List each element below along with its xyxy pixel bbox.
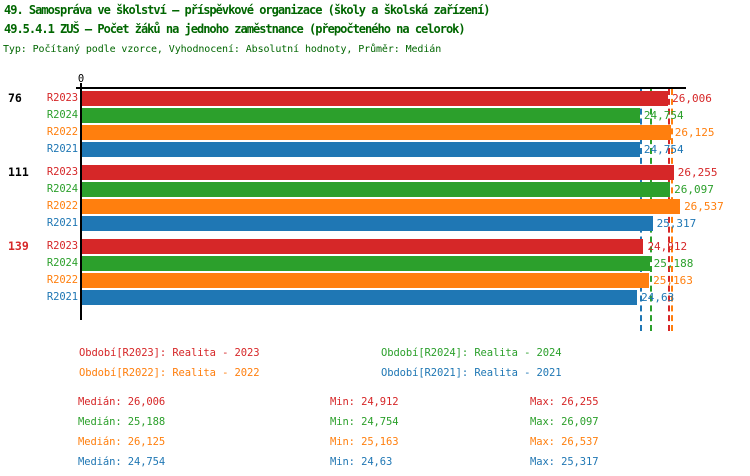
bar-r2024-group-76 bbox=[82, 108, 640, 123]
bar-value-label: 26,537 bbox=[684, 200, 724, 213]
bar-r2024-group-111 bbox=[82, 182, 671, 197]
bar-value-label: 24,754 bbox=[643, 109, 684, 122]
y-axis-line bbox=[80, 83, 82, 320]
page-title: 49. Samospráva ve školství – příspěvkové… bbox=[4, 3, 491, 17]
group-label-139: 139 bbox=[8, 239, 29, 253]
x-axis-zero-tick-label: 0 bbox=[77, 73, 85, 85]
bar-series-label-r2023: R2023 bbox=[46, 240, 78, 252]
legend-item-r2021: Období[R2021]: Realita - 2021 bbox=[381, 367, 562, 379]
bar-r2023-group-111 bbox=[82, 165, 674, 180]
bar-series-label-r2024: R2024 bbox=[46, 183, 78, 195]
bar-series-label-r2022: R2022 bbox=[46, 200, 78, 212]
bar-series-label-r2022: R2022 bbox=[46, 274, 78, 286]
bar-value-label: 25,188 bbox=[653, 257, 694, 270]
bar-value-label: 25,317 bbox=[656, 217, 697, 230]
chart-title: 49.5.4.1 ZUŠ – Počet žáků na jednoho zam… bbox=[4, 22, 466, 36]
bar-r2021-group-139 bbox=[82, 290, 638, 305]
bar-series-label-r2023: R2023 bbox=[46, 92, 78, 104]
stat-max-r2022: Max: 26,537 bbox=[530, 436, 599, 448]
stat-median-r2024: Medián: 25,188 bbox=[78, 416, 166, 428]
bar-series-label-r2023: R2023 bbox=[46, 166, 78, 178]
bar-value-label: 26,006 bbox=[672, 92, 712, 105]
bar-series-label-r2021: R2021 bbox=[46, 291, 78, 303]
bar-r2022-group-139 bbox=[82, 273, 650, 288]
legend-item-r2024: Období[R2024]: Realita - 2024 bbox=[381, 347, 562, 359]
bar-value-label: 25,163 bbox=[653, 274, 693, 287]
chart-subtitle: Typ: Počítaný podle vzorce, Vyhodnocení:… bbox=[3, 44, 442, 55]
stat-min-r2021: Min: 24,63 bbox=[330, 456, 393, 468]
bar-r2021-group-76 bbox=[82, 142, 640, 157]
bar-value-label: 26,125 bbox=[674, 126, 715, 139]
bar-r2023-group-139 bbox=[82, 239, 644, 254]
group-label-111: 111 bbox=[8, 165, 29, 179]
bar-series-label-r2022: R2022 bbox=[46, 126, 78, 138]
bar-series-label-r2024: R2024 bbox=[46, 109, 78, 121]
bar-r2024-group-139 bbox=[82, 256, 650, 271]
x-axis-line bbox=[76, 87, 686, 89]
stat-max-r2024: Max: 26,097 bbox=[530, 416, 599, 428]
stat-median-r2021: Medián: 24,754 bbox=[78, 456, 166, 468]
stat-max-r2023: Max: 26,255 bbox=[530, 396, 599, 408]
bar-value-label: 24,912 bbox=[647, 240, 688, 253]
bar-value-label: 24,63 bbox=[641, 291, 675, 304]
bar-r2022-group-111 bbox=[82, 199, 681, 214]
bar-series-label-r2021: R2021 bbox=[46, 143, 78, 155]
bar-value-label: 26,255 bbox=[677, 166, 718, 179]
stat-min-r2024: Min: 24,754 bbox=[330, 416, 399, 428]
stat-min-r2023: Min: 24,912 bbox=[330, 396, 399, 408]
bar-series-label-r2021: R2021 bbox=[46, 217, 78, 229]
legend-item-r2023: Období[R2023]: Realita - 2023 bbox=[79, 347, 260, 359]
stat-median-r2023: Medián: 26,006 bbox=[78, 396, 166, 408]
bar-value-label: 26,097 bbox=[674, 183, 714, 196]
bar-r2021-group-111 bbox=[82, 216, 653, 231]
stat-median-r2022: Medián: 26,125 bbox=[78, 436, 166, 448]
bar-series-label-r2024: R2024 bbox=[46, 257, 78, 269]
legend-item-r2022: Období[R2022]: Realita - 2022 bbox=[79, 367, 260, 379]
stat-max-r2021: Max: 25,317 bbox=[530, 456, 599, 468]
bar-chart: 0 76 R2023 26,006 R2024 24,754 R2022 26,125 R20… bbox=[8, 73, 724, 331]
bar-r2023-group-76 bbox=[82, 91, 669, 106]
stat-min-r2022: Min: 25,163 bbox=[330, 436, 399, 448]
bar-value-label: 24,754 bbox=[643, 143, 684, 156]
group-label-76: 76 bbox=[8, 91, 22, 105]
bar-r2022-group-76 bbox=[82, 125, 671, 140]
